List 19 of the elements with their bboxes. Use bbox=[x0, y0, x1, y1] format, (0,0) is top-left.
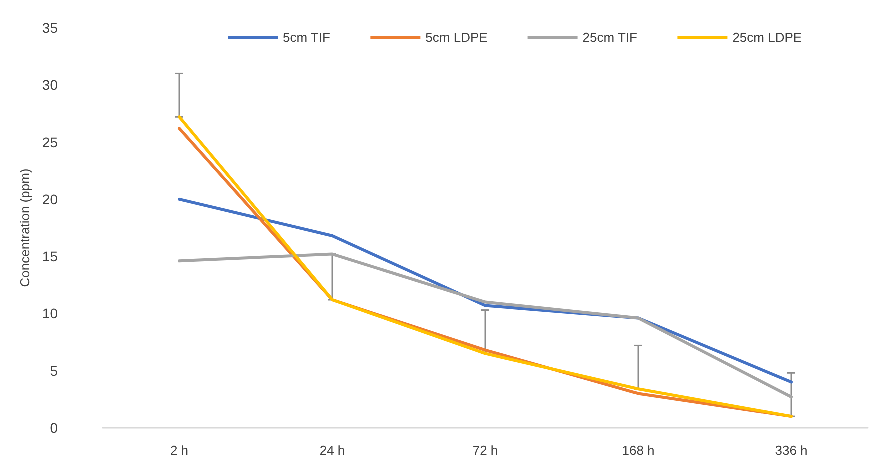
y-tick-label: 20 bbox=[42, 191, 58, 208]
legend-label: 25cm LDPE bbox=[732, 30, 802, 45]
y-axis-title: Concentration (ppm) bbox=[18, 168, 33, 288]
x-tick-label: 2 h bbox=[170, 443, 189, 458]
legend-label: 5cm LDPE bbox=[426, 30, 488, 45]
x-tick-label: 24 h bbox=[320, 443, 346, 458]
x-tick-label: 168 h bbox=[622, 443, 655, 458]
y-tick-label: 30 bbox=[42, 77, 58, 94]
y-tick-label: 35 bbox=[42, 20, 58, 36]
x-tick-label: 336 h bbox=[775, 443, 808, 458]
y-tick-label: 10 bbox=[42, 306, 58, 322]
legend-label: 25cm TIF bbox=[582, 30, 638, 45]
line-series bbox=[178, 252, 793, 399]
y-tick-label: 0 bbox=[50, 420, 58, 436]
x-tick-label: 72 h bbox=[472, 443, 498, 458]
y-tick-label: 5 bbox=[50, 362, 58, 379]
legend-label: 5cm TIF bbox=[283, 30, 330, 45]
y-tick-label: 15 bbox=[42, 248, 58, 265]
y-tick-label: 25 bbox=[42, 134, 58, 150]
